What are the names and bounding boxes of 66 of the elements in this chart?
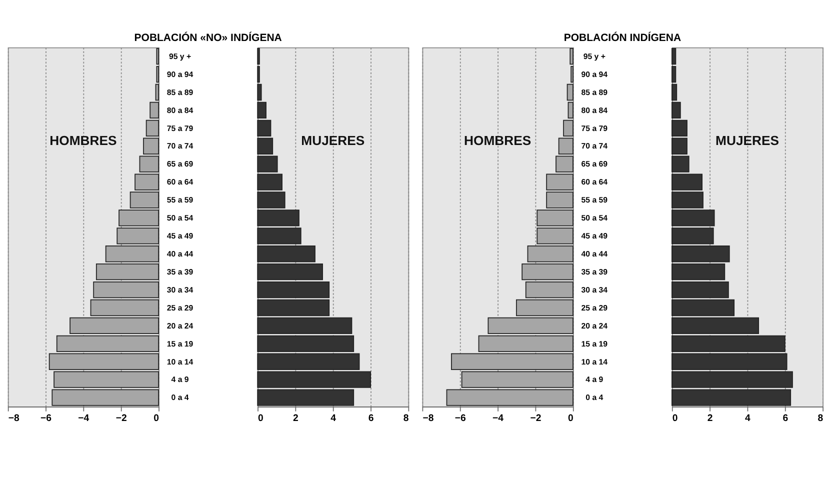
x-tick-label: 2 bbox=[292, 412, 298, 424]
y-tick-label: 50 a 54 bbox=[581, 214, 608, 223]
y-tick-label: 95 y + bbox=[583, 52, 606, 61]
y-tick-label: 65 a 69 bbox=[166, 160, 194, 169]
y-tick-label: 65 a 69 bbox=[581, 160, 608, 169]
y-tick-label: 35 a 39 bbox=[166, 267, 194, 276]
y-tick-label: 15 a 19 bbox=[166, 339, 194, 348]
x-tick-label: −2 bbox=[116, 412, 127, 424]
y-tick-label: 40 a 44 bbox=[166, 250, 194, 259]
x-tick-label: 6 bbox=[368, 412, 374, 424]
x-tick-label: 8 bbox=[403, 412, 410, 424]
y-tick-label: 20 a 24 bbox=[166, 321, 194, 330]
x-tick-label: 8 bbox=[818, 412, 824, 424]
y-tick-label: 45 a 49 bbox=[581, 232, 608, 241]
y-tick-label: 40 a 44 bbox=[581, 250, 608, 259]
y-tick-label: 4 a 9 bbox=[586, 375, 604, 384]
x-tick-label: −8 bbox=[422, 412, 434, 424]
y-tick-label: 80 a 84 bbox=[581, 106, 608, 115]
y-tick-label: 25 a 29 bbox=[581, 303, 608, 312]
y-tick-label: 30 a 34 bbox=[166, 285, 194, 294]
x-tick-label: −4 bbox=[78, 412, 90, 424]
y-tick-label: 90 a 94 bbox=[166, 70, 194, 79]
text: POBLACIÓN «NO» INDÍGENA bbox=[134, 30, 282, 44]
y-tick-label: 80 a 84 bbox=[166, 106, 194, 115]
y-tick-label: 0 a 4 bbox=[586, 393, 604, 402]
x-tick-label: −4 bbox=[492, 412, 504, 424]
annotation: HOMBRES bbox=[50, 133, 118, 148]
y-tick-label: 75 a 79 bbox=[166, 124, 194, 133]
y-tick-label: 85 a 89 bbox=[581, 88, 608, 97]
y-tick-label: 25 a 29 bbox=[166, 303, 194, 312]
y-tick-label: 60 a 64 bbox=[166, 178, 194, 187]
y-tick-label: 20 a 24 bbox=[581, 321, 608, 330]
y-tick-label: 0 a 4 bbox=[171, 393, 190, 402]
y-tick-label: 85 a 89 bbox=[166, 88, 194, 97]
y-tick-label: 50 a 54 bbox=[166, 214, 194, 223]
y-tick-label: 30 a 34 bbox=[581, 285, 608, 294]
y-tick-label: 35 a 39 bbox=[581, 267, 608, 276]
x-tick-label: −6 bbox=[454, 412, 466, 424]
y-tick-label: 95 y + bbox=[168, 52, 192, 61]
x-tick-label: −2 bbox=[530, 412, 542, 424]
annotation: MUJERES bbox=[301, 133, 365, 148]
y-tick-label: 60 a 64 bbox=[581, 178, 608, 187]
x-tick-label: 6 bbox=[782, 412, 788, 424]
y-tick-label: 90 a 94 bbox=[581, 70, 608, 79]
y-tick-label: 55 a 59 bbox=[581, 196, 608, 205]
x-tick-label: 4 bbox=[745, 412, 752, 424]
y-tick-label: 10 a 14 bbox=[581, 357, 608, 366]
x-tick-label: −6 bbox=[40, 412, 52, 424]
x-tick-label: 0 bbox=[568, 412, 574, 424]
y-tick-label: 45 a 49 bbox=[166, 232, 194, 241]
y-tick-label: 70 a 74 bbox=[581, 142, 608, 151]
x-tick-label: 0 bbox=[258, 412, 264, 424]
annotation: HOMBRES bbox=[464, 133, 532, 148]
x-tick-label: 0 bbox=[672, 412, 678, 424]
x-tick-label: 0 bbox=[154, 412, 160, 424]
y-tick-label: 55 a 59 bbox=[166, 196, 194, 205]
y-tick-label: 4 a 9 bbox=[171, 375, 190, 384]
annotation: MUJERES bbox=[716, 133, 780, 148]
y-tick-label: 15 a 19 bbox=[581, 339, 608, 348]
y-tick-label: 70 a 74 bbox=[166, 142, 194, 151]
x-tick-label: 2 bbox=[707, 412, 713, 424]
x-tick-label: 4 bbox=[330, 412, 337, 424]
y-tick-label: 75 a 79 bbox=[581, 124, 608, 133]
x-tick-label: −8 bbox=[8, 412, 20, 424]
y-tick-label: 10 a 14 bbox=[166, 357, 194, 366]
text: POBLACIÓN INDÍGENA bbox=[564, 30, 682, 44]
